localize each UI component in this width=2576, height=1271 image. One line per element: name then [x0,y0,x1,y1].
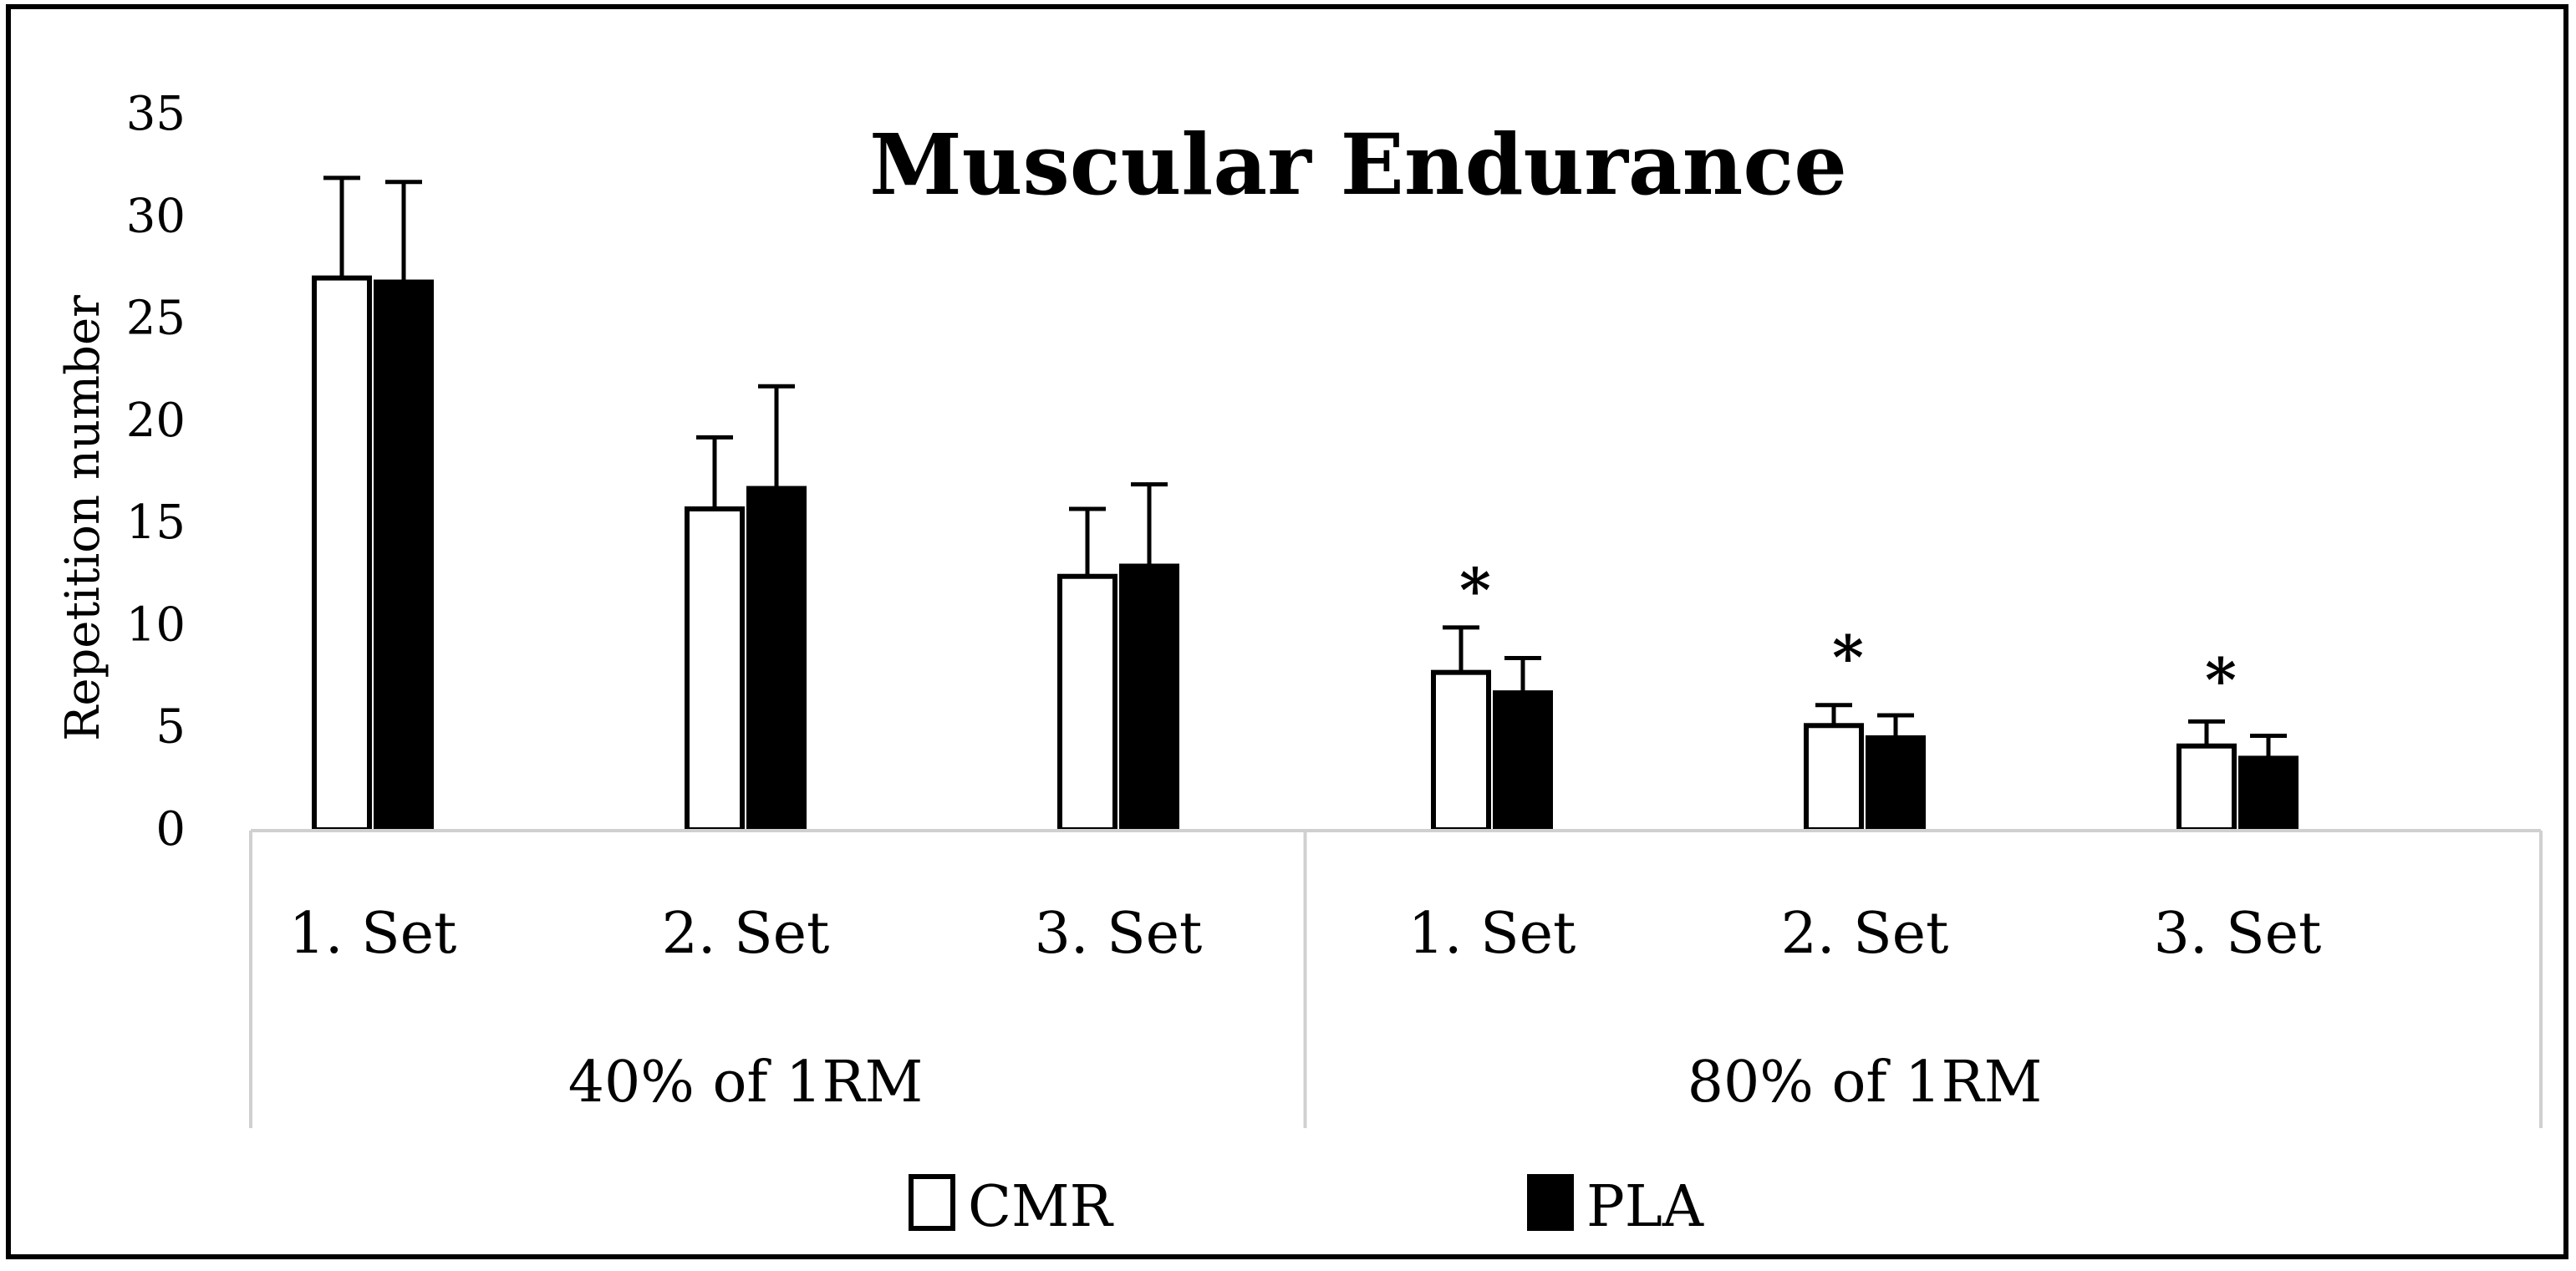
bar-cmr [312,275,372,832]
y-tick-label: 0 [155,802,186,857]
legend-swatch-cmr [909,1174,955,1231]
error-bars [323,175,2287,759]
chart-frame [6,4,2568,1259]
legend-label-pla: PLA [1586,1174,1704,1240]
legend-swatch-pla [1527,1174,1574,1231]
significance-marker: * [1459,555,1491,626]
annotations: * * * [1459,555,2237,716]
bar-pla [746,486,807,833]
bar-cmr [1057,573,1117,833]
y-tick-label: 35 [126,87,186,141]
legend: CMR PLA [909,1174,1704,1240]
x-tick-label: 1. Set [289,901,457,967]
chart-title: Muscular Endurance [869,115,1847,214]
significance-marker: * [2205,644,2237,715]
bar-cmr [1431,669,1491,832]
bar-cmr [685,506,745,832]
bar-cmr [2176,743,2237,832]
x-group-label: 80% of 1RM [1688,1050,2043,1116]
y-tick-label: 5 [155,700,186,755]
x-tick-label: 1. Set [1408,901,1576,967]
bars [312,275,2299,833]
bar-pla [1493,690,1553,832]
bar-cmr [1804,723,1864,832]
y-tick-label: 30 [126,189,186,243]
x-tick-label: 2. Set [1781,901,1949,967]
y-tick-label: 20 [126,394,186,448]
y-tick-label: 10 [126,597,186,652]
x-axis: 1. Set 2. Set 3. Set 1. Set 2. Set 3. Set 40% … [249,829,2543,1128]
x-tick-label: 3. Set [2154,901,2322,967]
x-group-label: 40% of 1RM [568,1050,924,1116]
bar-pla [1119,563,1179,832]
significance-marker: * [1832,622,1864,693]
y-tick-label: 15 [126,496,186,550]
x-tick-label: 2. Set [662,901,830,967]
x-tick-label: 3. Set [1035,901,1203,967]
y-tick-labels: 0 5 10 15 20 25 30 35 [126,87,186,857]
bar-pla [374,279,434,832]
legend-label-cmr: CMR [968,1174,1114,1240]
bar-pla [1866,735,1926,833]
bar-pla [2238,755,2299,833]
y-tick-label: 25 [126,292,186,346]
y-axis-label: Repetition number [56,295,110,741]
